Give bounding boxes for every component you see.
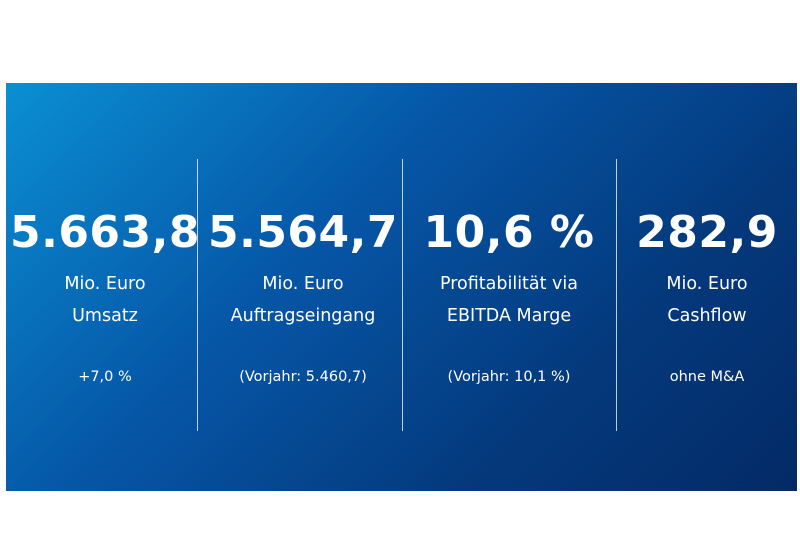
- kpi-unit-label: Mio. Euro: [198, 273, 408, 295]
- kpi-unit-label: Mio. Euro: [617, 273, 797, 295]
- kpi-revenue: 5.663,8 Mio. Euro Umsatz +7,0 %: [6, 83, 204, 491]
- kpi-note: (Vorjahr: 10,1 %): [403, 367, 615, 387]
- kpi-value: 10,6 %: [403, 209, 615, 257]
- kpi-metric-label: Cashflow: [617, 305, 797, 327]
- kpi-note: (Vorjahr: 5.460,7): [198, 367, 408, 387]
- kpi-ebitda-margin: 10,6 % Profitabilität via EBITDA Marge (…: [403, 83, 615, 491]
- kpi-value: 282,9: [617, 209, 797, 257]
- kpi-value: 5.564,7: [198, 209, 408, 257]
- kpi-metric-label: Auftragseingang: [198, 305, 408, 327]
- kpi-unit-label: Profitabilität via: [403, 273, 615, 295]
- kpi-value: 5.663,8: [6, 209, 204, 257]
- kpi-note: +7,0 %: [6, 367, 204, 387]
- kpi-banner: 5.663,8 Mio. Euro Umsatz +7,0 % 5.564,7 …: [6, 83, 797, 491]
- kpi-metric-label: EBITDA Marge: [403, 305, 615, 327]
- kpi-cashflow: 282,9 Mio. Euro Cashflow ohne M&A: [617, 83, 797, 491]
- kpi-note: ohne M&A: [617, 367, 797, 387]
- kpi-unit-label: Mio. Euro: [6, 273, 204, 295]
- kpi-order-intake: 5.564,7 Mio. Euro Auftragseingang (Vorja…: [198, 83, 408, 491]
- kpi-metric-label: Umsatz: [6, 305, 204, 327]
